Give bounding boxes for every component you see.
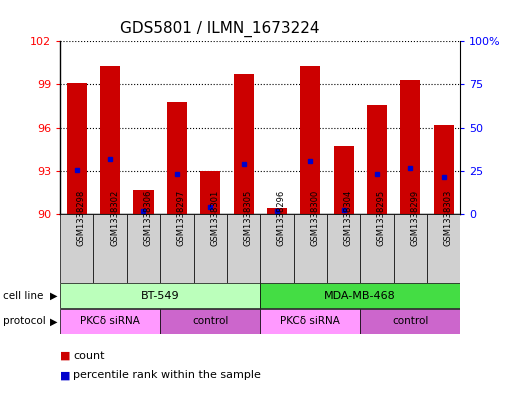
Text: GSM1338302: GSM1338302: [110, 189, 119, 246]
Bar: [160, 214, 194, 283]
Bar: [194, 214, 227, 283]
Text: control: control: [392, 316, 428, 326]
Bar: [367, 105, 387, 214]
Bar: [67, 83, 87, 214]
Bar: [327, 214, 360, 283]
Bar: [133, 190, 154, 214]
Bar: [427, 214, 460, 283]
Bar: [334, 147, 354, 214]
Text: ▶: ▶: [50, 291, 57, 301]
Text: GSM1338304: GSM1338304: [344, 189, 353, 246]
Text: cell line: cell line: [3, 291, 43, 301]
Text: GSM1338296: GSM1338296: [277, 189, 286, 246]
Bar: [167, 102, 187, 214]
Bar: [160, 309, 260, 334]
Bar: [60, 283, 260, 308]
Text: control: control: [192, 316, 229, 326]
Bar: [267, 208, 287, 214]
Text: ▶: ▶: [50, 316, 57, 326]
Text: MDA-MB-468: MDA-MB-468: [324, 291, 396, 301]
Text: PKCδ siRNA: PKCδ siRNA: [80, 316, 140, 326]
Text: percentile rank within the sample: percentile rank within the sample: [73, 370, 261, 380]
Text: PKCδ siRNA: PKCδ siRNA: [280, 316, 340, 326]
Bar: [400, 80, 420, 214]
Bar: [293, 214, 327, 283]
Bar: [300, 66, 320, 214]
Text: GSM1338297: GSM1338297: [177, 189, 186, 246]
Bar: [360, 309, 460, 334]
Bar: [260, 214, 293, 283]
Bar: [260, 309, 360, 334]
Text: GSM1338305: GSM1338305: [244, 189, 253, 246]
Bar: [60, 214, 94, 283]
Text: BT-549: BT-549: [141, 291, 179, 301]
Text: GSM1338298: GSM1338298: [77, 189, 86, 246]
Text: ■: ■: [60, 370, 71, 380]
Bar: [94, 214, 127, 283]
Text: GDS5801 / ILMN_1673224: GDS5801 / ILMN_1673224: [120, 21, 320, 37]
Text: ■: ■: [60, 351, 71, 361]
Text: GSM1338295: GSM1338295: [377, 189, 386, 246]
Bar: [360, 214, 393, 283]
Bar: [260, 283, 460, 308]
Bar: [100, 66, 120, 214]
Bar: [434, 125, 453, 214]
Bar: [233, 74, 254, 214]
Text: count: count: [73, 351, 105, 361]
Text: GSM1338303: GSM1338303: [444, 189, 452, 246]
Text: GSM1338306: GSM1338306: [143, 189, 153, 246]
Text: GSM1338301: GSM1338301: [210, 189, 219, 246]
Bar: [394, 214, 427, 283]
Bar: [127, 214, 160, 283]
Text: protocol: protocol: [3, 316, 46, 326]
Text: GSM1338300: GSM1338300: [310, 189, 319, 246]
Text: GSM1338299: GSM1338299: [410, 189, 419, 246]
Bar: [60, 309, 160, 334]
Bar: [200, 171, 220, 214]
Bar: [227, 214, 260, 283]
